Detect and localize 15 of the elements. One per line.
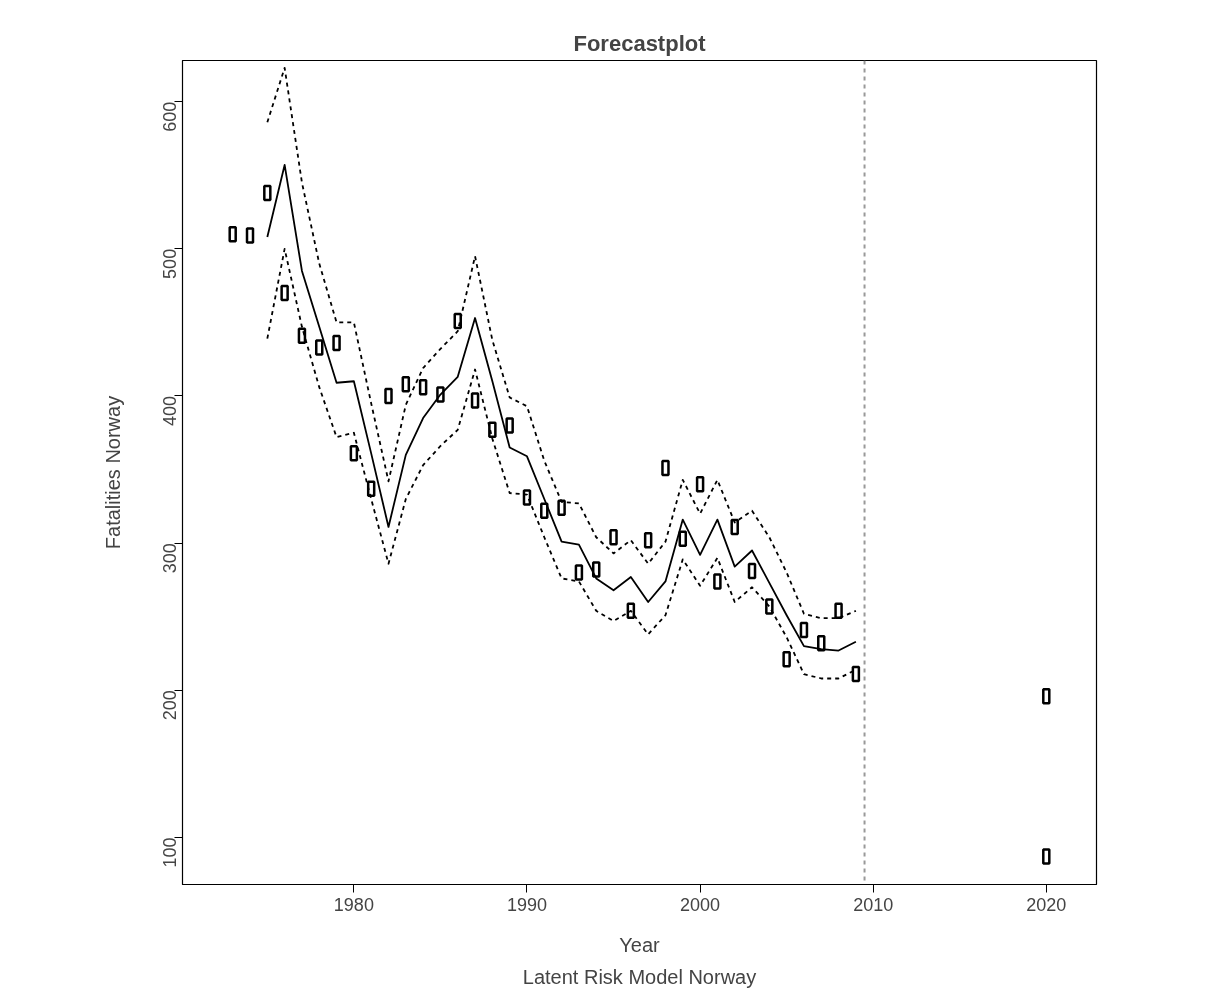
y-axis-title: Fatalities Norway	[101, 395, 124, 550]
chart-title: Forecastplot	[573, 30, 707, 56]
y-tick-label: 200	[160, 690, 180, 721]
x-tick-label: 1990	[506, 894, 548, 915]
text: Latent Risk Model Norway	[522, 965, 757, 988]
x-tick-label: 2020	[1026, 894, 1067, 915]
y-tick-label: 400	[160, 395, 180, 427]
y-tick-label: 100	[160, 837, 180, 868]
x-tick-label: 1980	[333, 894, 374, 915]
x-tick-label: 2010	[853, 894, 894, 915]
x-tick-label: 2000	[680, 894, 721, 915]
x-axis-title: Year	[619, 933, 661, 956]
y-tick-label: 300	[160, 543, 180, 574]
y-tick-label: 600	[160, 101, 180, 132]
y-tick-label: 500	[160, 248, 180, 279]
